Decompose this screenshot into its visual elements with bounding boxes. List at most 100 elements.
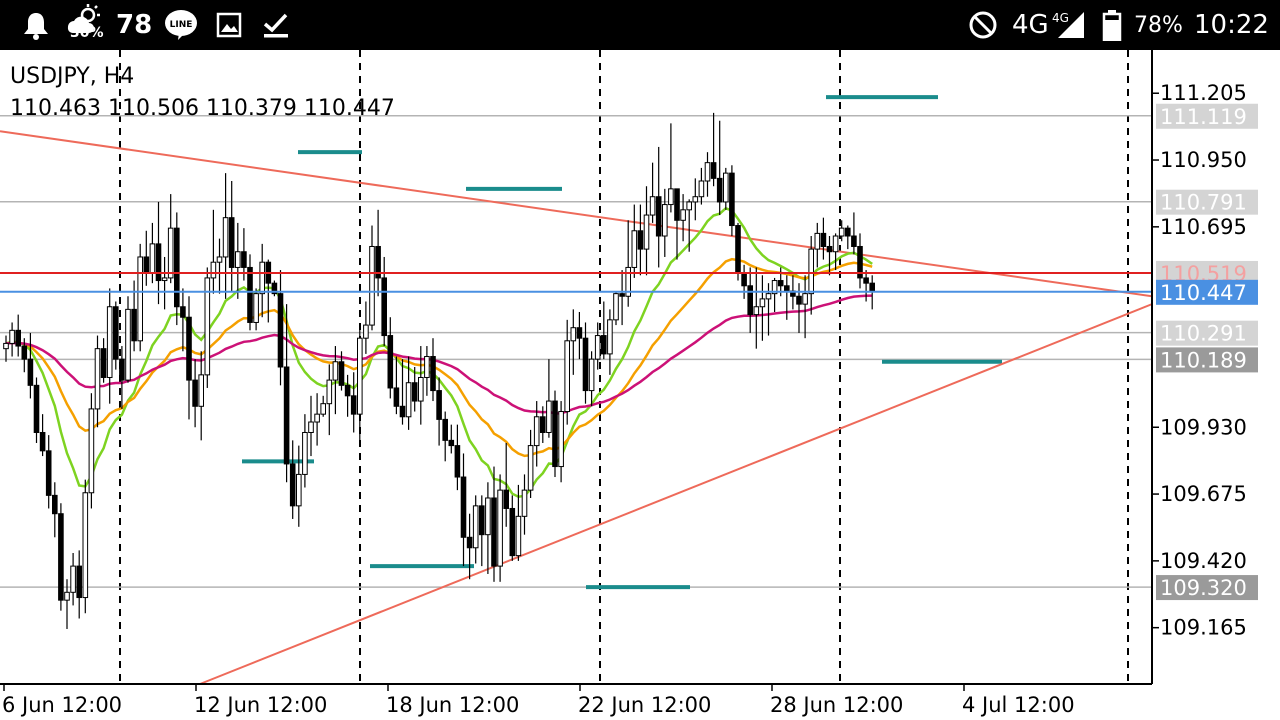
descending-trendline[interactable]	[0, 130, 1153, 298]
candle	[649, 162, 656, 223]
candle	[479, 495, 485, 567]
chart-area[interactable]: 111.205 110.950 110.695 109.930 109.675 109.4…	[0, 50, 1280, 720]
bear-candle-body	[27, 358, 34, 386]
check-download-icon	[262, 0, 290, 50]
candle	[424, 346, 430, 396]
price-tick-label: 111.205	[1160, 81, 1247, 105]
bull-candle-body	[753, 306, 760, 316]
level-110791-label-bg	[1156, 189, 1258, 215]
candle	[491, 466, 497, 582]
status-bar: 30% 78 LINE 4G 4G 78% 10:22	[0, 0, 1280, 50]
bull-candle-body	[472, 505, 479, 549]
candle	[430, 338, 436, 402]
bear-candle-body	[430, 356, 436, 392]
candle	[259, 243, 265, 318]
candle	[655, 146, 662, 268]
bear-candle-body	[338, 361, 345, 386]
bear-candle-body	[399, 405, 406, 418]
candle	[94, 335, 101, 428]
bear-candle-body	[619, 293, 625, 297]
candle	[39, 414, 46, 457]
bull-candle-body	[369, 245, 375, 326]
candle	[350, 372, 357, 433]
bull-candle-body	[485, 497, 491, 536]
candle	[643, 186, 650, 276]
bull-candle-body	[570, 327, 577, 342]
ascending-trendline[interactable]	[199, 303, 1153, 685]
bear-candle-body	[442, 418, 448, 441]
bear-candle-body	[582, 337, 589, 392]
network-type: 4G	[1012, 10, 1049, 40]
trendlines[interactable]	[0, 130, 1153, 685]
candle	[308, 395, 314, 457]
weather-percent: 30%	[70, 25, 104, 41]
bear-candle-body	[747, 285, 754, 316]
weather-icon	[64, 0, 104, 50]
candle	[509, 495, 516, 561]
candle	[235, 222, 241, 299]
candle	[174, 212, 180, 326]
bear-candle-body	[674, 188, 680, 221]
bull-candle-body	[564, 340, 571, 413]
bear-candle-body	[845, 227, 851, 237]
moving-averages	[5, 206, 873, 498]
bear-candle-body	[576, 327, 583, 339]
bull-candle-body	[161, 277, 168, 282]
bear-candle-body	[552, 400, 558, 468]
candle	[759, 275, 766, 341]
candle	[289, 440, 296, 519]
candle	[70, 553, 76, 606]
candle	[320, 395, 326, 417]
candle	[125, 296, 131, 383]
price-chart[interactable]: 111.205 110.950 110.695 109.930 109.675 109.4…	[0, 50, 1280, 720]
bear-candle-body	[119, 358, 125, 381]
bull-candle-body	[167, 227, 174, 279]
candle	[52, 482, 58, 538]
candle	[570, 309, 577, 375]
candle	[692, 178, 699, 221]
battery-percent: 78%	[1134, 12, 1183, 38]
bull-candle-body	[515, 515, 522, 557]
bull-candle-body	[106, 306, 113, 378]
bull-candle-body	[588, 358, 595, 392]
candle	[747, 267, 754, 333]
bear-candle-body	[143, 256, 150, 274]
candle	[753, 267, 760, 349]
bear-candle-body	[131, 308, 137, 342]
bull-candle-body	[3, 342, 9, 350]
candle	[796, 283, 802, 333]
bull-candle-body	[222, 217, 229, 258]
bear-candle-body	[857, 245, 863, 279]
bull-candle-body	[326, 379, 333, 405]
bull-candle-body	[210, 261, 217, 279]
time-tick-label: 6 Jun 12:00	[2, 693, 122, 717]
candle	[210, 209, 217, 294]
bear-candle-body	[192, 379, 198, 407]
bear-candle-body	[283, 366, 290, 465]
candle	[558, 401, 564, 483]
candle	[851, 212, 857, 255]
bear-candle-body	[448, 439, 455, 447]
bull-candle-body	[418, 376, 424, 402]
bull-candle-body	[802, 293, 808, 305]
candle	[344, 374, 351, 417]
ohlc-values: 110.463 110.506 110.379 110.447	[10, 96, 395, 121]
network-type-small: 4G	[1052, 11, 1069, 25]
bear-candle-body	[869, 282, 876, 292]
bull-candle-body	[308, 421, 314, 433]
bull-candle-body	[125, 308, 131, 381]
candle	[472, 495, 479, 564]
candle	[594, 322, 601, 370]
time-tick-label: 4 Jul 12:00	[962, 693, 1075, 717]
bear-candle-body	[820, 232, 827, 247]
candle	[771, 277, 778, 312]
candle	[680, 194, 686, 242]
candle	[613, 291, 619, 326]
bull-candle-body	[70, 565, 76, 593]
candle	[808, 236, 815, 315]
bear-candle-body	[601, 335, 607, 355]
candle	[216, 238, 223, 294]
candle	[485, 482, 491, 574]
ma-slow-line	[5, 294, 873, 415]
bear-candle-body	[58, 513, 64, 601]
